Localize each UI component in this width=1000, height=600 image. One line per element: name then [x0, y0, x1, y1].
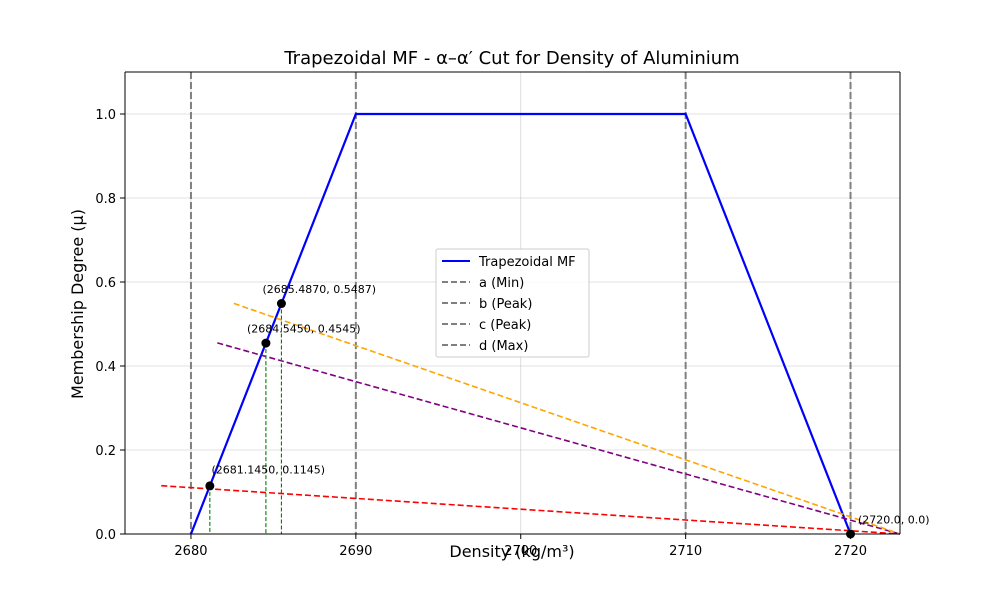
- legend-label-3: c (Peak): [479, 318, 531, 333]
- legend-label-4: d (Max): [479, 339, 528, 354]
- x-tick-label-1: 2690: [339, 544, 372, 559]
- data-point-0: [205, 481, 215, 491]
- legend-label-2: b (Peak): [479, 297, 532, 312]
- chart-title: Trapezoidal MF - α–α′ Cut for Density of…: [283, 48, 739, 69]
- x-tick-label-2: 2700: [504, 544, 537, 559]
- x-tick-label-3: 2710: [669, 544, 702, 559]
- y-tick-label-4: 0.8: [95, 192, 116, 207]
- x-tick-label-0: 2680: [174, 544, 207, 559]
- data-point-1: [261, 338, 271, 348]
- legend: Trapezoidal MF a (Min) b (Peak) c (Peak) d (…: [435, 248, 590, 358]
- trapezoidal-mf-line: [189, 112, 852, 535]
- point-label-1: (2684.5450, 0.4545): [247, 323, 361, 336]
- data-point-2: [276, 299, 286, 309]
- x-tick-label-4: 2720: [834, 544, 867, 559]
- legend-box: [435, 248, 590, 358]
- x-axis-label: Density (kg/m³): [449, 542, 574, 561]
- legend-label-0: Trapezoidal MF: [478, 255, 576, 270]
- y-tick-label-0: 0.0: [95, 528, 116, 543]
- cut-line-0: [161, 484, 901, 535]
- y-tick-label-1: 0.2: [95, 444, 116, 459]
- y-tick-label-3: 0.6: [95, 276, 116, 291]
- point-label-0: (2681.1450, 0.1145): [211, 463, 325, 476]
- cut-line-1: [217, 342, 901, 535]
- point-label-3: (2720.0, 0.0): [858, 514, 930, 527]
- y-axis-label: Membership Degree (μ): [68, 209, 87, 399]
- legend-label-1: a (Min): [479, 276, 524, 291]
- cut-line-2: [233, 302, 901, 535]
- y-tick-label-5: 1.0: [95, 108, 116, 123]
- point-label-2: (2685.4870, 0.5487): [262, 283, 376, 296]
- y-tick-label-2: 0.4: [95, 360, 116, 375]
